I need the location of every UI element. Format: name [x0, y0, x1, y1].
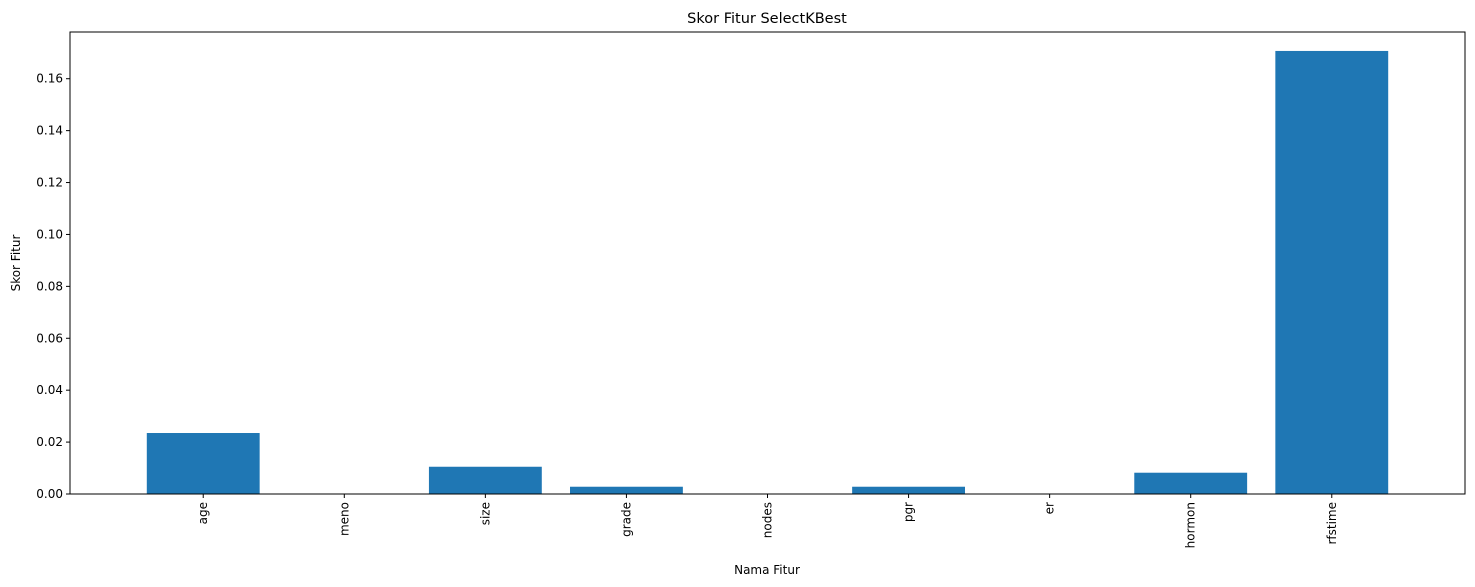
x-tick-label-hormon: hormon	[1184, 502, 1198, 548]
y-tick-label: 0.06	[36, 331, 63, 345]
y-tick-label: 0.14	[36, 124, 63, 138]
x-tick-label-rfstime: rfstime	[1325, 502, 1339, 545]
y-tick-label: 0.12	[36, 176, 63, 190]
x-tick-label-nodes: nodes	[761, 502, 775, 538]
x-tick-label-age: age	[196, 502, 210, 524]
y-axis: 0.00 0.02 0.04 0.06 0.08 0.10 0.12 0.14 0.16	[36, 72, 70, 501]
x-axis-label: Nama Fitur	[734, 563, 800, 577]
bar-grade	[570, 486, 683, 494]
bar-size	[428, 466, 542, 494]
plot-frame	[69, 31, 1466, 495]
x-tick-label-grade: grade	[619, 502, 633, 537]
y-tick-label: 0.08	[36, 279, 63, 293]
bars-group	[146, 50, 1389, 494]
bar-rfstime	[1275, 50, 1389, 494]
y-tick-label: 0.16	[36, 72, 63, 86]
y-axis-label: Skor Fitur	[9, 235, 23, 292]
bar-hormon	[1134, 472, 1248, 494]
x-axis: age meno size grade nodes pgr er hormon rfstime	[196, 494, 1339, 548]
x-tick-label-size: size	[478, 502, 492, 525]
y-tick-label: 0.02	[36, 435, 63, 449]
x-tick-label-er: er	[1043, 502, 1057, 514]
x-tick-label-pgr: pgr	[902, 502, 916, 522]
chart-title: Skor Fitur SelectKBest	[687, 11, 847, 27]
y-tick-label: 0.10	[36, 227, 63, 241]
x-tick-label-meno: meno	[337, 502, 351, 536]
y-tick-label: 0.04	[36, 383, 63, 397]
bar-age	[146, 433, 260, 494]
y-tick-label: 0.00	[36, 487, 63, 501]
bar-pgr	[852, 486, 965, 494]
